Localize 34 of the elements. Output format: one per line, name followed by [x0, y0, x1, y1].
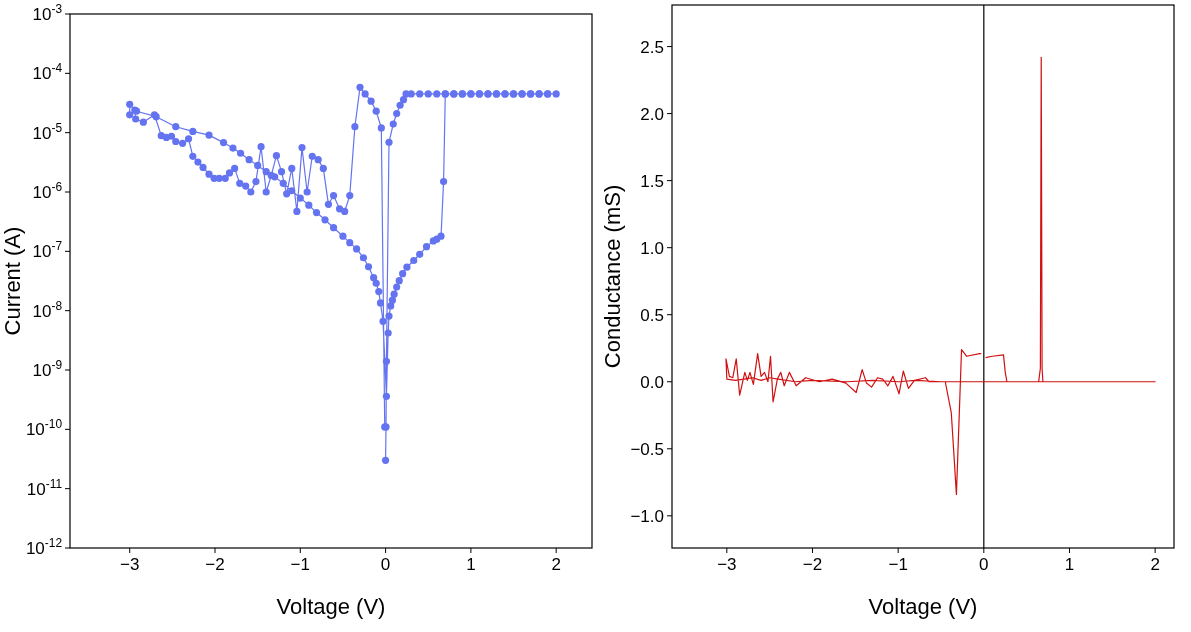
x-tick-label: 1: [1064, 555, 1075, 574]
y-tick-label: 0.5: [640, 305, 664, 325]
y-tick-label: 10$^{-6}$: [32, 180, 63, 202]
y-tick-label: 10$^{-11}$: [26, 476, 63, 499]
y-tick-label: 10$^{-3}$: [32, 2, 63, 24]
x-tick-label: 1: [466, 555, 476, 574]
x-tick-label: 0: [979, 555, 989, 574]
x-axis-title: Voltage (V): [276, 594, 386, 619]
y-tick-label: 10$^{-10}$: [25, 417, 63, 440]
x-tick-label: −2: [802, 555, 823, 574]
y-tick-label: 2.5: [640, 37, 664, 57]
x-tick-label: −1: [888, 555, 908, 574]
y-tick-label: 10$^{-9}$: [32, 358, 63, 380]
y-tick-label: 10$^{-4}$: [32, 61, 63, 84]
x-tick-label: 2: [1150, 555, 1160, 574]
y-tick-label: −0.5: [630, 439, 664, 459]
y-tick-label: 10$^{-12}$: [25, 536, 63, 558]
x-tick-label: 0: [380, 555, 391, 574]
x-tick-label: 2: [551, 555, 561, 574]
y-tick-label: −1.0: [630, 506, 664, 526]
x-tick-label: −2: [205, 555, 225, 574]
y-tick-label: 10$^{-8}$: [32, 298, 63, 321]
y-axis-title: Conductance (mS): [600, 184, 625, 369]
y-tick-label: 0.0: [640, 372, 664, 392]
y-tick-label: 1.0: [640, 238, 664, 258]
y-tick-label: 10$^{-7}$: [32, 239, 63, 262]
x-tick-label: −1: [290, 555, 310, 574]
y-tick-label: 10$^{-5}$: [32, 120, 63, 143]
x-tick-label: −3: [120, 555, 140, 574]
x-axis-title: Voltage (V): [868, 594, 978, 619]
x-tick-label: −3: [717, 555, 737, 574]
y-tick-label: 2.0: [640, 104, 664, 124]
y-tick-label: 1.5: [640, 171, 664, 191]
y-axis-title: Current (A): [0, 226, 25, 336]
